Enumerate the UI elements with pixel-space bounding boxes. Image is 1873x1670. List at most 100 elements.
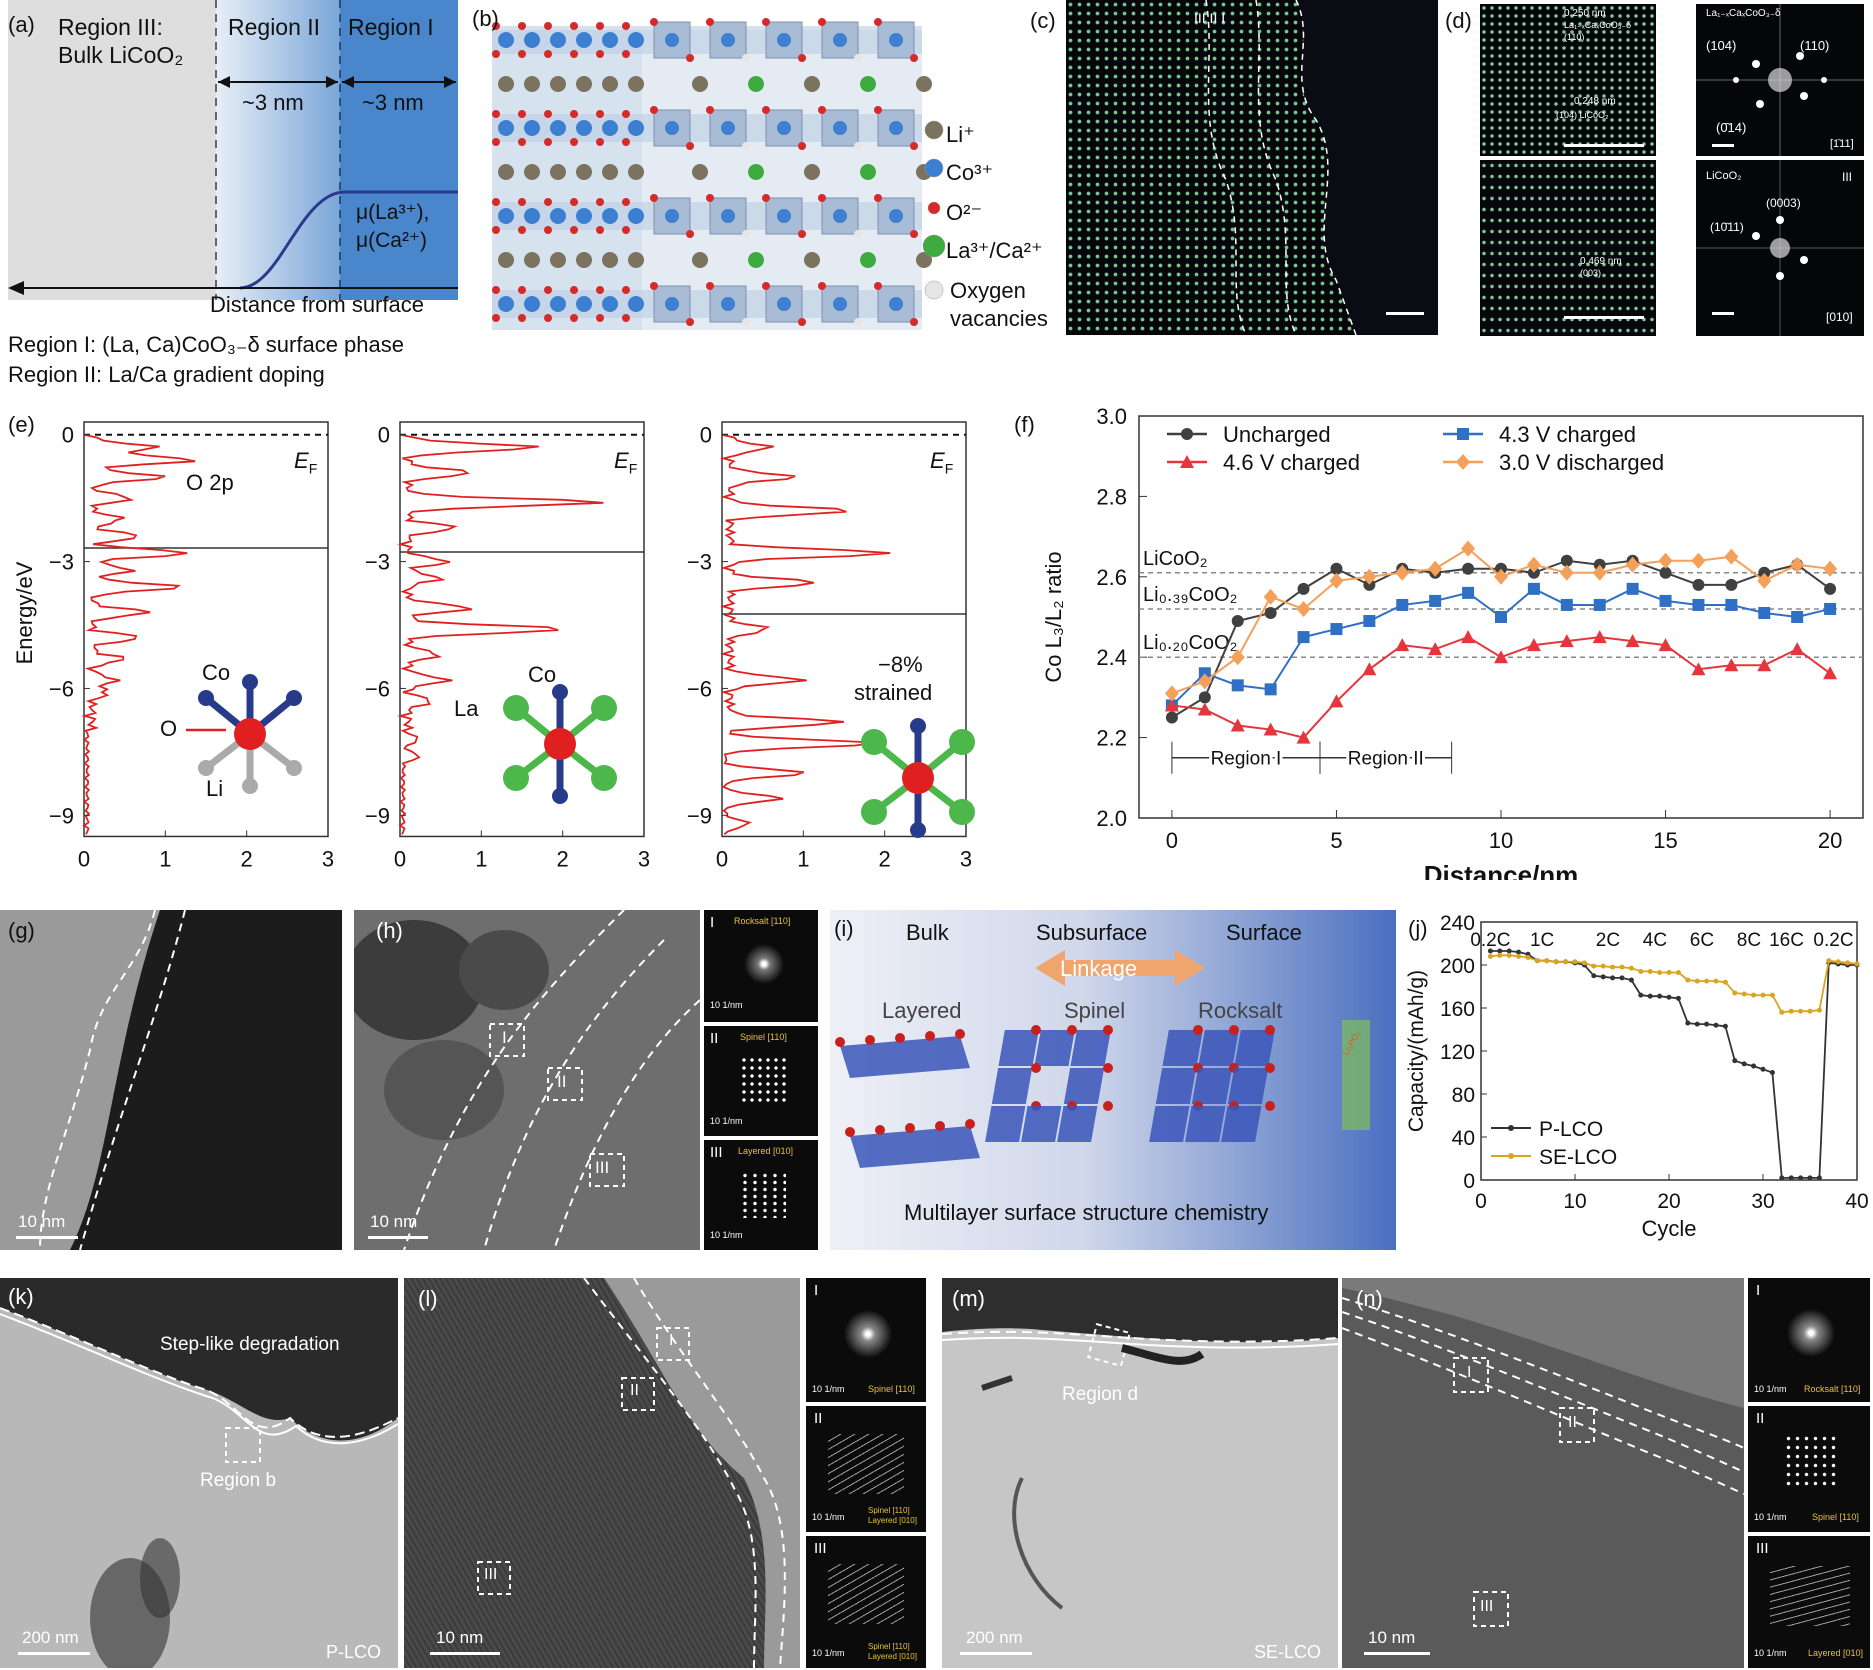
j-series-1-point [1563,959,1569,965]
spinel-o [1031,1063,1041,1073]
j-series-1-point [1713,978,1719,984]
o-atom [706,18,714,26]
l-inset-1-scale: 10 1/nm [812,1384,845,1394]
mol-1-ligand [242,778,258,794]
o-atom [742,54,750,62]
f-ytick-label: 2.4 [1096,645,1127,670]
o-atom [544,50,552,58]
o-atom [492,110,500,118]
rocksalt-label: Rocksalt [1198,998,1283,1023]
strain-label-2: strained [854,680,933,705]
j-series-1-line [1490,954,1858,1014]
panel-l-scalebar [430,1652,500,1655]
o-atom [596,286,604,294]
f-series-1-point [1659,594,1672,607]
f-series-3-point [1790,556,1805,573]
mu-ca-label: μ(Ca²⁺) [356,229,428,252]
rocksalt-octahedron [1185,1106,1226,1142]
j-series-1-point [1779,1009,1785,1015]
f-series-1-point [1198,667,1211,680]
co-atom [665,33,679,47]
n-inset-2-foot: Spinel [110] [1812,1512,1859,1522]
d-plane-1: (110) [1564,32,1585,42]
o-atom [544,198,552,206]
j-rate-label: 4C [1643,930,1667,951]
mol-3-center [902,762,934,794]
f-ytick-label: 2.6 [1096,565,1127,590]
o-atom [544,22,552,30]
fft-bottom-spot-a: (0003) [1766,196,1801,210]
fft-top-scalebar [1712,144,1734,147]
j-legend-marker [1508,1125,1514,1131]
panel-h: I II III (h) 10 nm [354,910,700,1250]
o-atom [518,226,526,234]
mol-2-ligand [503,695,529,721]
o-atom [492,286,500,294]
la-ca-atom [860,76,876,92]
li-atom [550,252,566,268]
o-atom [854,54,862,62]
o-atom [910,142,918,150]
h-inset-3-scale: 10 1/nm [710,1230,743,1240]
p-lco-sample: P-LCO [326,1642,382,1662]
f-series-1-point [1297,631,1310,644]
li-atom [498,252,514,268]
j-rate-label: 8C [1737,930,1761,951]
o-atom [686,230,694,238]
f-series-3-point [1296,600,1311,617]
li-atom [498,164,514,180]
f-series-3-point [1362,568,1377,585]
region-iii-band [8,0,216,300]
ef-label-1: EF [294,448,318,477]
d-spacing-1: 0.250 nm [1564,8,1606,19]
panel-k: (k) Step-like degradation Region b 200 n… [0,1278,398,1668]
ef-label-3: EF [930,448,954,477]
j-series-0-point [1816,1175,1822,1181]
j-series-1-point [1760,992,1766,998]
j-series-0-point [1779,1175,1785,1181]
panel-h-inset-3: III Layered [010] 10 1/nm [704,1140,818,1250]
panel-c-letter: (c) [1030,8,1056,33]
f-series-2-point [1263,722,1278,736]
f-xtick-label: 10 [1489,828,1513,853]
f-series-1-point [1791,611,1804,623]
f-xtick-label: 5 [1330,828,1342,853]
j-series-0-point [1657,993,1663,999]
mu-la-label: μ(La³⁺), [356,201,430,224]
co-atom [628,296,644,312]
d-plane-2: (104) LiCoO₂ [1556,110,1609,120]
co-atom [889,121,903,135]
o-atom [742,318,750,326]
panel-f-label: (f) [1014,412,1035,437]
f-series-0-point [1330,562,1343,575]
f-region-label: Region II [1348,749,1424,770]
panel-h-scale: 10 nm [370,1212,418,1231]
j-legend-marker [1508,1153,1514,1159]
o-atom [596,50,604,58]
j-series-0-point [1788,1175,1794,1181]
bulk-licoo2-label: Bulk LiCoO₂ [58,42,184,68]
n-inset-2-scale: 10 1/nm [1754,1512,1787,1522]
dos-ylabel: Energy/eV [12,561,37,665]
j-xtick-label: 10 [1563,1190,1586,1213]
j-series-1-point [1722,979,1728,985]
o-atom [686,54,694,62]
o-atom [518,138,526,146]
panel-n-scalebar [1364,1652,1430,1655]
j-series-1-point [1487,953,1493,959]
dos-3-curve [719,433,891,836]
co-atom [576,32,592,48]
spinel-o [1103,1063,1113,1073]
f-ytick-label: 2.2 [1096,726,1127,751]
co-atom [576,120,592,136]
f-legend-label: 3.0 V discharged [1499,450,1664,475]
layered-slab-1-o [865,1035,875,1045]
li-atom [498,76,514,92]
legend-swatch [924,120,944,140]
panel-l-inset-1: I 10 1/nm Spinel [110] [806,1278,926,1402]
o-atom [706,282,714,290]
o-atom [622,138,630,146]
d-spacing-2: 0.248 nm [1574,96,1616,107]
h-box-i: I [502,1028,507,1047]
j-series-1-point [1666,970,1672,976]
